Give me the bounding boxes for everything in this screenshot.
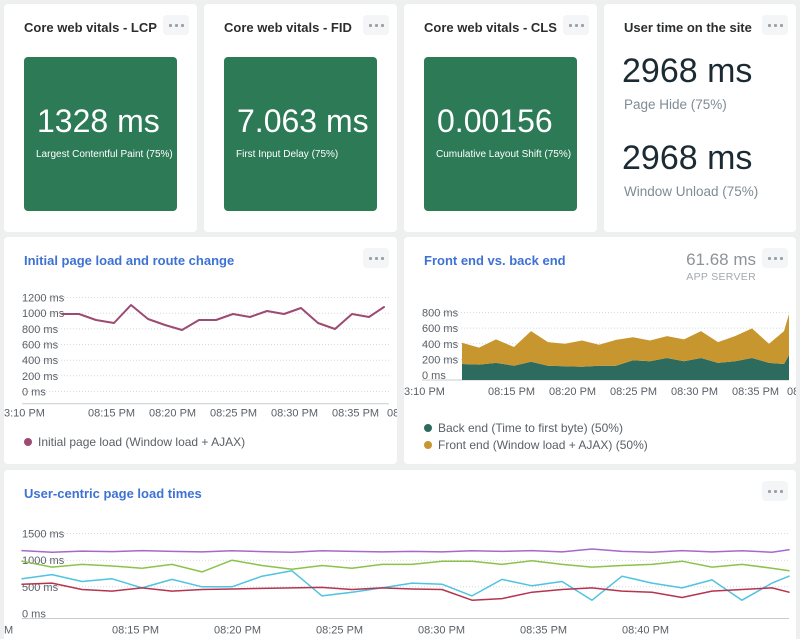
svg-text:08:25 PM: 08:25 PM xyxy=(316,625,363,637)
svg-text:200 ms: 200 ms xyxy=(422,354,459,366)
svg-text:3:10 PM: 3:10 PM xyxy=(404,386,445,398)
svg-text:08:15 PM: 08:15 PM xyxy=(488,386,535,398)
svg-text:08:40 PM: 08:40 PM xyxy=(787,386,796,398)
svg-text:0 ms: 0 ms xyxy=(22,387,46,399)
svg-text:08:30 PM: 08:30 PM xyxy=(271,407,318,419)
svg-text:08:20 PM: 08:20 PM xyxy=(549,386,596,398)
svg-text:08:40 PM: 08:40 PM xyxy=(622,625,669,637)
svg-text:1500 ms: 1500 ms xyxy=(22,529,65,541)
svg-text:600 ms: 600 ms xyxy=(422,323,459,335)
svg-text:08:20 PM: 08:20 PM xyxy=(149,407,196,419)
svg-text:08:35 PM: 08:35 PM xyxy=(732,386,779,398)
svg-text:M: M xyxy=(4,625,13,637)
svg-text:1000 ms: 1000 ms xyxy=(22,308,65,320)
svg-text:600 ms: 600 ms xyxy=(22,340,59,352)
svg-text:08:30 PM: 08:30 PM xyxy=(418,625,465,637)
svg-text:08:20 PM: 08:20 PM xyxy=(214,625,261,637)
svg-text:3:10 PM: 3:10 PM xyxy=(4,407,45,419)
svg-text:08:25 PM: 08:25 PM xyxy=(610,386,657,398)
svg-text:08:40 PM: 08:40 PM xyxy=(387,407,397,419)
svg-text:200 ms: 200 ms xyxy=(22,371,59,383)
svg-text:400 ms: 400 ms xyxy=(22,355,59,367)
svg-text:08:35 PM: 08:35 PM xyxy=(520,625,567,637)
svg-text:08:35 PM: 08:35 PM xyxy=(332,407,379,419)
svg-text:400 ms: 400 ms xyxy=(422,339,459,351)
svg-text:1200 ms: 1200 ms xyxy=(22,293,65,305)
svg-text:08:30 PM: 08:30 PM xyxy=(671,386,718,398)
svg-text:0 ms: 0 ms xyxy=(22,609,46,621)
svg-text:800 ms: 800 ms xyxy=(22,324,59,336)
svg-text:08:25 PM: 08:25 PM xyxy=(210,407,257,419)
svg-text:800 ms: 800 ms xyxy=(422,308,459,320)
svg-text:08:15 PM: 08:15 PM xyxy=(88,407,135,419)
svg-text:08:15 PM: 08:15 PM xyxy=(112,625,159,637)
svg-text:0 ms: 0 ms xyxy=(422,370,446,382)
